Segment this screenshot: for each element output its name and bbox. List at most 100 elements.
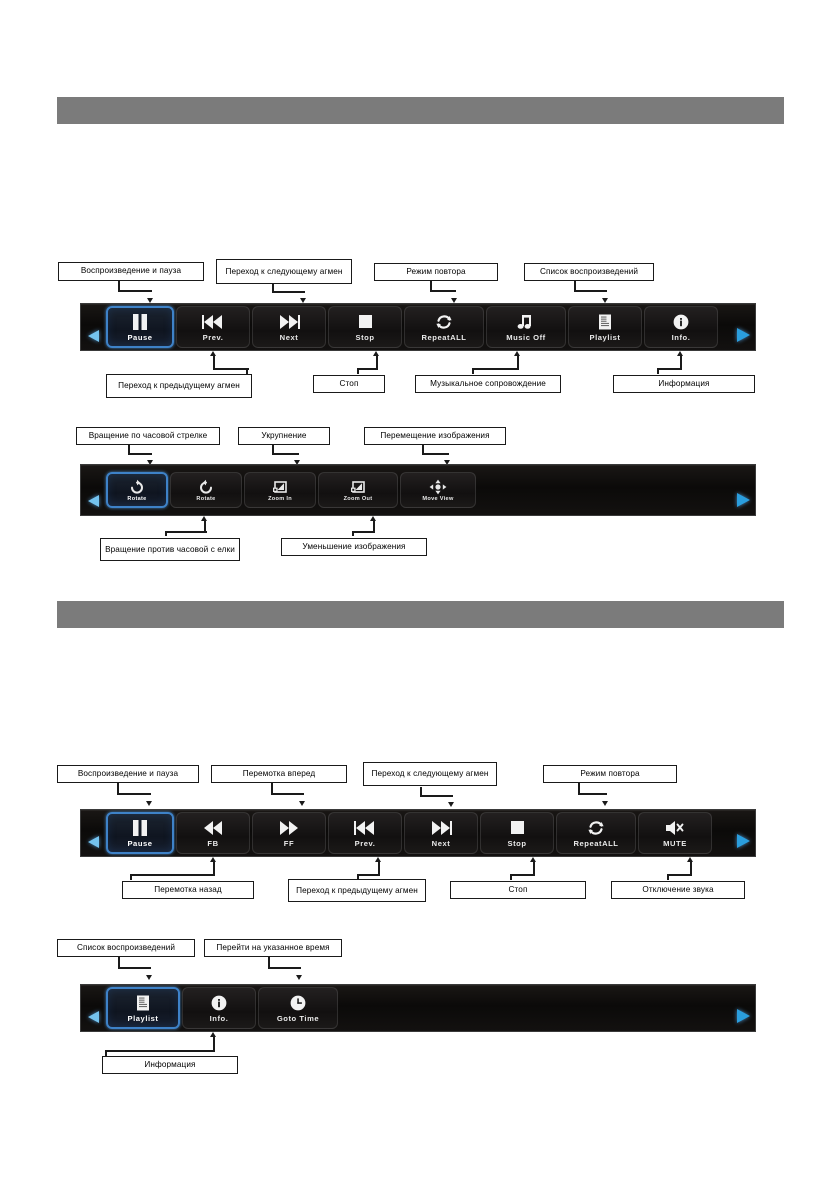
connector-rotate-cw [128, 445, 160, 467]
video-playback-toolbar[interactable]: Pause FB FF Prev. [80, 809, 756, 857]
button-zoom-in[interactable]: Zoom In [244, 472, 316, 508]
button-label: RepeatALL [421, 332, 467, 342]
photo-toolbar-1-buttons: Pause Prev. Next Stop [105, 304, 719, 350]
photo-playback-toolbar[interactable]: Pause Prev. Next Stop [80, 303, 756, 351]
nav-prev-page-button[interactable] [81, 985, 105, 1031]
callout-playlist-photo: Список воспроизведений [524, 263, 654, 281]
button-label: Move View [422, 495, 454, 502]
button-music-off[interactable]: Music Off [486, 306, 566, 348]
callout-stop-video: Стоп [450, 881, 586, 899]
button-prev[interactable]: Prev. [176, 306, 250, 348]
callout-prev-video: Переход к предыдущему агмен [288, 879, 426, 902]
callout-zoom-out: Уменьшение изображения [281, 538, 427, 556]
button-label: Pause [127, 838, 153, 848]
video-extras-toolbar[interactable]: Playlist Info. [80, 984, 756, 1032]
callout-goto-time: Перейти на указанное время [204, 939, 342, 957]
button-mute[interactable]: MUTE [638, 812, 712, 854]
connector-info-photo [655, 351, 689, 375]
music-note-icon [516, 313, 536, 331]
connector-next-photo [272, 284, 314, 306]
button-label: Info. [209, 1013, 229, 1023]
repeat-icon [433, 313, 455, 331]
pause-icon [129, 313, 151, 331]
button-rotate-clockwise[interactable]: Rotate [106, 472, 168, 508]
triangle-left-icon [87, 495, 99, 507]
callout-info-video: Информация [102, 1056, 238, 1074]
button-pause[interactable]: Pause [106, 812, 174, 854]
rotate-clockwise-icon [128, 479, 146, 495]
zoom-in-icon [271, 479, 289, 495]
button-label: Playlist [127, 1013, 159, 1023]
nav-next-page-button[interactable] [731, 465, 755, 515]
button-move-view[interactable]: Move View [400, 472, 476, 508]
button-pause[interactable]: Pause [106, 306, 174, 348]
button-info[interactable]: Info. [182, 987, 256, 1029]
button-ff[interactable]: FF [252, 812, 326, 854]
zoom-out-icon [349, 479, 367, 495]
connector-prev-video [355, 857, 399, 882]
callout-playlist-video: Список воспроизведений [57, 939, 195, 957]
button-label: Prev. [354, 838, 376, 848]
button-playlist[interactable]: Playlist [568, 306, 642, 348]
button-fb[interactable]: FB [176, 812, 250, 854]
button-label: Next [279, 332, 299, 342]
nav-next-page-button[interactable] [731, 304, 755, 350]
connector-play-pause-photo [118, 281, 160, 305]
heading-bar-photo [57, 97, 784, 124]
triangle-left-icon [87, 836, 99, 848]
nav-next-page-button[interactable] [731, 810, 755, 856]
button-label: Rotate [127, 495, 147, 502]
button-repeat-all[interactable]: RepeatALL [404, 306, 484, 348]
info-icon [672, 313, 690, 331]
heading-bar-video [57, 601, 784, 628]
connector-repeat-photo [430, 281, 466, 306]
button-stop[interactable]: Stop [328, 306, 402, 348]
stop-icon [507, 819, 527, 837]
triangle-left-icon [87, 1011, 99, 1023]
pause-icon [129, 819, 151, 837]
callout-music-photo: Музыкальное сопровождение [415, 375, 561, 393]
nav-prev-page-button[interactable] [81, 465, 105, 515]
connector-stop-photo [355, 351, 383, 375]
callout-fast-forward-video: Перемотка вперед [211, 765, 347, 783]
mute-icon [663, 819, 687, 837]
button-label: Stop [507, 838, 527, 848]
callout-stop-photo: Стоп [313, 375, 385, 393]
button-next[interactable]: Next [252, 306, 326, 348]
button-zoom-out[interactable]: Zoom Out [318, 472, 398, 508]
connector-goto-time [268, 957, 312, 984]
button-stop[interactable]: Stop [480, 812, 554, 854]
connector-next-video [420, 787, 464, 811]
button-info[interactable]: Info. [644, 306, 718, 348]
button-goto-time[interactable]: Goto Time [258, 987, 338, 1029]
nav-next-page-button[interactable] [731, 985, 755, 1031]
connector-move-view [422, 445, 458, 467]
button-label: Rotate [196, 495, 216, 502]
callout-rewind-video: Перемотка назад [122, 881, 254, 899]
callout-play-pause-video: Воспроизведение и пауза [57, 765, 199, 783]
photo-transform-toolbar[interactable]: Rotate Rotate [80, 464, 756, 516]
triangle-right-icon [736, 834, 750, 848]
playlist-icon [134, 994, 152, 1012]
callout-next-video: Переход к следующему агмен [363, 762, 497, 786]
button-playlist[interactable]: Playlist [106, 987, 180, 1029]
connector-fb-video [130, 857, 254, 882]
button-label: Playlist [589, 332, 621, 342]
connector-prev-photo [210, 351, 254, 375]
triangle-right-icon [736, 1009, 750, 1023]
fast-forward-icon [276, 819, 302, 837]
previous-icon [352, 819, 378, 837]
button-repeat-all[interactable]: RepeatALL [556, 812, 636, 854]
triangle-right-icon [736, 493, 750, 507]
button-rotate-counterclockwise[interactable]: Rotate [170, 472, 242, 508]
button-prev[interactable]: Prev. [328, 812, 402, 854]
nav-prev-page-button[interactable] [81, 810, 105, 856]
button-next[interactable]: Next [404, 812, 478, 854]
callout-rotate-cw: Вращение по часовой стрелке [76, 427, 220, 445]
connector-mute-video [665, 857, 699, 882]
button-label: MUTE [663, 838, 687, 848]
repeat-icon [585, 819, 607, 837]
playlist-icon [596, 313, 614, 331]
nav-prev-page-button[interactable] [81, 304, 105, 350]
